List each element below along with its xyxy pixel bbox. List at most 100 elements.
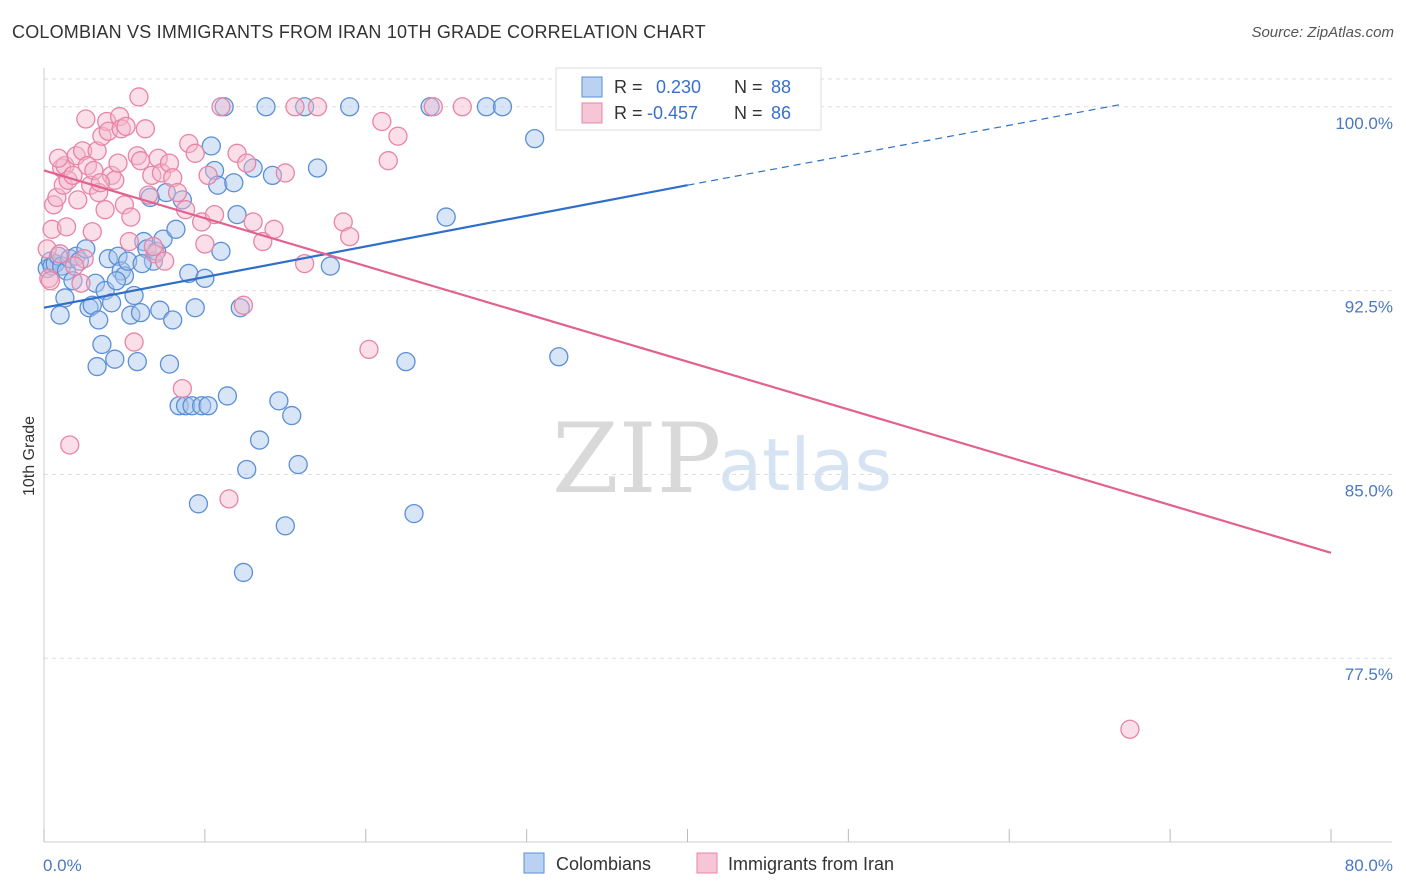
point-colombians [320,256,341,276]
point-colombians [211,241,231,262]
point-colombians [476,97,497,117]
point-colombians [436,207,456,227]
point-colombians [127,351,147,372]
point-iran [56,217,77,237]
legend-swatch-iran [696,852,718,874]
point-colombians [132,253,152,274]
point-iran [1120,719,1140,739]
point-colombians [307,158,328,178]
point-colombians [192,396,212,416]
point-iran [185,143,205,163]
point-iran [129,87,149,107]
point-iran [60,435,80,455]
stats-r-label-blue: R = [614,77,643,97]
point-iran [90,173,110,193]
point-iran [233,295,254,315]
trend-lines [43,103,1332,554]
point-iran [72,141,93,161]
point-iran [307,97,328,117]
legend-swatch-colombians [523,852,545,874]
watermark: ZIP atlas [552,403,892,515]
point-iran [84,160,104,181]
point-iran [135,119,156,139]
point-iran [179,133,199,154]
point-iran [167,182,188,203]
point-colombians [105,349,125,369]
point-iran [243,212,263,232]
point-iran [114,195,135,215]
point-iran [130,151,151,171]
point-iran [148,148,168,168]
point-colombians [159,354,180,374]
y-tick-label: 92.5% [1345,298,1393,317]
point-iran [378,151,398,171]
stats-n-value-blue: 88 [771,77,791,97]
point-colombians [166,219,186,239]
point-iran [159,153,180,173]
point-iran [42,219,62,239]
point-colombians [89,310,109,330]
point-colombians [185,298,205,318]
point-colombians [256,97,276,117]
y-tick-label: 85.0% [1345,481,1393,500]
point-colombians [87,356,107,377]
point-iran [143,236,164,257]
point-iran [227,143,247,163]
point-colombians [85,273,106,293]
point-colombians [224,173,244,193]
point-colombians [201,136,221,156]
point-iran [423,97,443,117]
stats-legend-swatch-pink [581,102,603,124]
point-colombians [233,562,254,583]
point-colombians [76,239,96,259]
point-colombians [50,305,70,325]
point-iran [116,116,136,137]
stats-legend-swatch-blue [581,76,603,98]
chart-title: COLOMBIAN VS IMMIGRANTS FROM IRAN 10TH G… [12,22,706,42]
point-iran [71,273,91,293]
y-tick-label: 77.5% [1345,665,1393,684]
point-iran [109,106,130,127]
point-iran [121,207,141,227]
legend-label-colombians: Colombians [556,854,651,874]
stats-n-value-pink: 86 [771,103,791,123]
watermark-atlas: atlas [718,423,892,507]
point-colombians [106,271,127,291]
point-iran [68,190,88,210]
point-iran [76,109,96,129]
point-iran [211,97,231,117]
point-colombians [92,334,112,355]
stats-r-value-blue: 0.230 [656,77,701,97]
point-iran [87,141,107,161]
point-colombians [198,396,218,416]
point-colombians [227,204,247,225]
point-colombians [118,251,138,271]
point-colombians [163,310,183,330]
point-iran [388,126,408,146]
point-colombians [404,503,424,524]
point-iran [108,153,128,173]
stats-r-value-pink: -0.457 [647,103,698,123]
point-colombians [492,97,513,117]
point-iran [219,489,239,509]
point-iran [151,163,172,183]
axes: 100.0% 92.5% 85.0% 77.5% 0.0% 80.0% 10th Grade [21,68,1393,875]
y-tick-label: 100.0% [1335,114,1393,133]
point-iran [372,111,392,132]
point-iran [340,227,360,247]
point-iran [124,332,144,352]
point-iran [452,97,472,117]
point-colombians [237,459,257,480]
series-legend: Colombians Immigrants from Iran [523,852,894,874]
point-colombians [230,298,250,318]
point-colombians [249,430,270,450]
point-colombians [288,454,308,475]
point-iran [74,249,94,269]
point-iran [40,271,61,291]
stats-legend: R = 0.230 N = 88 R = -0.457 N = 86 [555,67,822,131]
trend-line-colombians [43,184,688,309]
stats-r-label-pink: R = [614,103,643,123]
point-iran [264,219,284,239]
point-colombians [549,347,569,367]
